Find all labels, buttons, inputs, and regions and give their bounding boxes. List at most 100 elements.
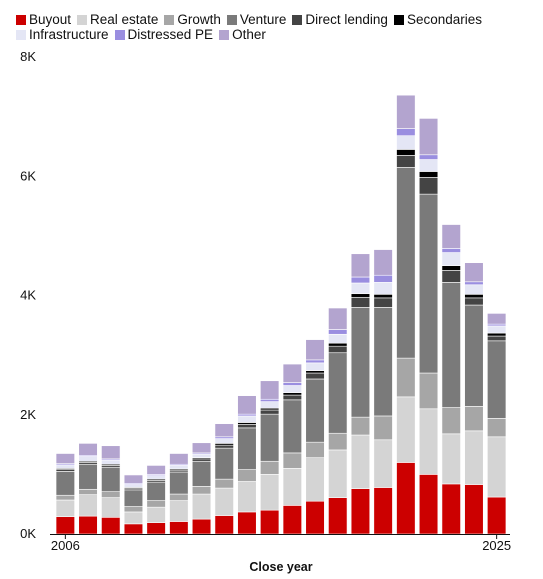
bar-segment — [191, 460, 212, 487]
bar-segment — [282, 394, 302, 401]
bar-segment — [55, 464, 75, 469]
bar-segment — [373, 415, 393, 441]
bar-segment — [237, 427, 257, 470]
bar-segment — [282, 392, 302, 396]
bar-segment — [328, 329, 348, 335]
bar-segment — [441, 248, 461, 253]
bar-segment — [487, 325, 507, 334]
legend-item-real-estate: Real estate — [77, 12, 158, 27]
bar-segment — [260, 409, 280, 415]
bar-segment — [305, 339, 325, 361]
bar-segment — [441, 224, 461, 249]
bar-segment — [282, 399, 302, 454]
bar-segment — [260, 413, 280, 462]
bar-segment — [441, 407, 461, 435]
legend-label: Venture — [239, 12, 287, 27]
legend-item-distressed-pe: Distressed PE — [114, 27, 213, 42]
y-tick-label: 0K — [20, 526, 36, 541]
bar-segment — [237, 415, 257, 423]
bar-segment — [55, 494, 75, 501]
legend-row-1: Buyout Real estate Growth Venture Direct… — [16, 12, 536, 27]
bar-segment — [191, 442, 212, 454]
bar-segment — [350, 296, 371, 308]
bar-segment — [418, 118, 439, 156]
bar-segment — [487, 418, 507, 438]
bar-segment — [373, 439, 393, 488]
bar-segment — [396, 128, 416, 137]
bar-segment — [169, 500, 189, 522]
bar-segment — [328, 352, 348, 434]
bar-segment — [282, 382, 302, 386]
bar-segment — [328, 449, 348, 498]
bar-segment — [123, 489, 144, 507]
bar-segment — [464, 406, 484, 432]
bar-segment — [418, 408, 439, 475]
legend-swatch — [16, 14, 26, 25]
bar-segment — [214, 423, 234, 438]
bar-segment — [282, 363, 302, 383]
bar-segment — [350, 253, 371, 278]
x-tick-label: 2006 — [51, 538, 80, 553]
bar-segment — [373, 487, 393, 535]
bar-segment — [305, 359, 325, 364]
bar-segment — [396, 167, 416, 359]
bar-segment — [487, 313, 507, 325]
legend-item-secondaries: Secondaries — [393, 12, 482, 27]
bar-segment — [418, 474, 439, 535]
legend-item-venture: Venture — [226, 12, 287, 27]
bar-segment — [214, 444, 234, 449]
bar-segment — [237, 481, 257, 513]
bar-segment — [418, 171, 439, 178]
bar-segment — [214, 438, 234, 444]
bar-segment — [350, 293, 371, 298]
legend-swatch — [114, 29, 125, 40]
bar-segment — [78, 463, 98, 490]
bar-segment — [214, 447, 234, 480]
bar-segment — [146, 500, 166, 508]
legend-swatch — [292, 14, 303, 25]
bar-segment — [260, 380, 280, 400]
legend-item-direct-lending: Direct lending — [292, 12, 388, 27]
bar-segment — [214, 487, 234, 516]
bar-segment — [78, 515, 98, 535]
bars — [55, 94, 507, 535]
bar-segment — [418, 193, 439, 374]
bar-segment — [464, 297, 484, 306]
bar-segment — [237, 511, 257, 535]
bar-segment — [418, 159, 439, 172]
legend-label: Direct lending — [305, 12, 388, 27]
bar-segment — [78, 443, 98, 456]
bar-segment — [487, 335, 507, 342]
bar-segment — [305, 441, 325, 458]
bar-segment — [191, 518, 212, 535]
bar-segment — [123, 474, 144, 484]
bar-segment — [396, 462, 416, 535]
bar-segment — [55, 453, 75, 464]
legend-swatch — [219, 29, 230, 40]
bar-segment — [146, 481, 166, 501]
bar-segment — [464, 281, 484, 286]
legend-label: Buyout — [29, 12, 72, 27]
bar-segment — [328, 307, 348, 330]
bar-segment — [237, 395, 257, 415]
bar-segment — [487, 332, 507, 337]
y-tick-label: 2K — [20, 407, 36, 422]
bar-segment — [373, 307, 393, 417]
bar-segment — [191, 453, 212, 458]
bar-segment — [237, 423, 257, 429]
bar-segment — [350, 276, 371, 284]
bar-segment — [101, 497, 121, 518]
bar-segment — [305, 370, 325, 374]
bar-segment — [418, 372, 439, 410]
bar-segment — [237, 469, 257, 482]
legend-label: Infrastructure — [29, 27, 109, 42]
bar-segment — [396, 135, 416, 150]
legend-row-2: Infrastructure Distressed PE Other — [16, 27, 536, 42]
bar-segment — [169, 471, 189, 495]
bar-segment — [396, 149, 416, 156]
bar-segment — [146, 522, 166, 535]
bar-segment — [123, 506, 144, 513]
bar-segment — [101, 516, 121, 535]
